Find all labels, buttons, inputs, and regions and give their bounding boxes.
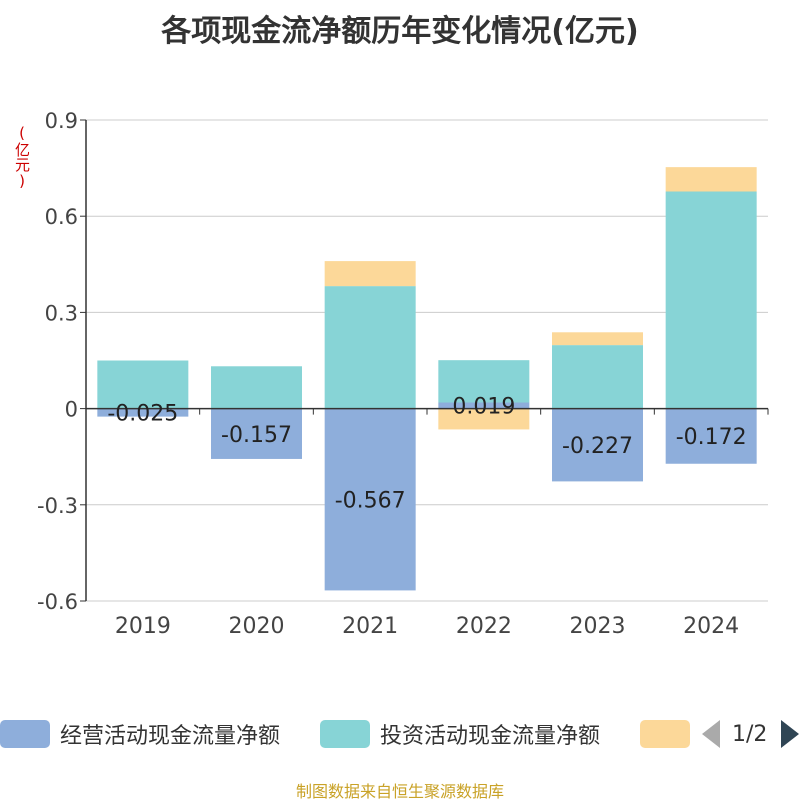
x-tick-label-2022: 2022 xyxy=(456,614,512,639)
data-label-2019: -0.025 xyxy=(107,402,178,427)
data-label-2020: -0.157 xyxy=(221,423,292,448)
bar-series0-2020 xyxy=(211,408,302,459)
y-tick-label: 0.3 xyxy=(45,301,78,325)
bar-series0-2024 xyxy=(665,408,757,464)
bar-series0-2022 xyxy=(438,402,530,409)
legend-item-operating[interactable]: 经营活动现金流量净额 xyxy=(0,716,280,752)
bar-series1-2024 xyxy=(665,191,757,409)
legend-label-operating: 经营活动现金流量净额 xyxy=(60,724,281,749)
x-tick-label-2021: 2021 xyxy=(342,614,398,639)
bar-series2-2022 xyxy=(438,408,530,430)
legend-next-page-icon[interactable] xyxy=(781,720,800,748)
legend-label-investing: 投资活动现金流量净额 xyxy=(380,724,601,749)
data-label-2024: -0.172 xyxy=(676,425,747,450)
bar-series0-2023 xyxy=(552,408,643,482)
legend-pager: 1/2 xyxy=(700,716,800,752)
legend-page-indicator: 1/2 xyxy=(732,721,768,747)
bar-series1-2020 xyxy=(211,366,302,409)
x-tick-label-2020: 2020 xyxy=(229,614,285,639)
chart-title: 各项现金流净额历年变化情况(亿元) xyxy=(161,14,639,49)
bar-series1-2023 xyxy=(552,345,643,409)
legend-item-financing[interactable] xyxy=(640,716,690,752)
bar-series1-2022 xyxy=(438,360,530,403)
y-axis-unit: (亿元) xyxy=(13,124,31,190)
x-tick-label-2023: 2023 xyxy=(570,614,626,639)
x-tick-label-2024: 2024 xyxy=(683,614,739,639)
data-label-2023: -0.227 xyxy=(562,434,633,459)
data-label-2022: 0.019 xyxy=(452,395,515,420)
legend: 经营活动现金流量净额 投资活动现金流量净额 1/2 xyxy=(0,716,800,752)
legend-swatch-investing xyxy=(320,720,370,748)
y-tick-label: 0 xyxy=(65,398,78,422)
legend-swatch-operating xyxy=(0,720,50,748)
bar-series0-2019 xyxy=(97,408,189,417)
data-label-2021: -0.567 xyxy=(335,489,406,514)
bar-series2-2024 xyxy=(665,167,757,192)
legend-swatch-financing xyxy=(640,720,690,748)
bar-series2-2023 xyxy=(552,332,643,346)
legend-prev-page-icon[interactable] xyxy=(702,720,720,748)
y-tick-label: -0.3 xyxy=(37,494,78,518)
y-tick-label: 0.6 xyxy=(45,205,78,229)
y-tick-label: 0.9 xyxy=(45,109,78,133)
data-source-footer: 制图数据来自恒生聚源数据库 xyxy=(295,782,504,801)
legend-item-investing[interactable]: 投资活动现金流量净额 xyxy=(320,716,600,752)
y-tick-label: -0.6 xyxy=(37,590,78,614)
bar-series1-2019 xyxy=(97,360,189,409)
bar-series1-2021 xyxy=(324,286,416,409)
bar-series0-2021 xyxy=(324,408,416,591)
x-tick-label-2019: 2019 xyxy=(115,614,171,639)
bar-series2-2021 xyxy=(324,261,416,287)
